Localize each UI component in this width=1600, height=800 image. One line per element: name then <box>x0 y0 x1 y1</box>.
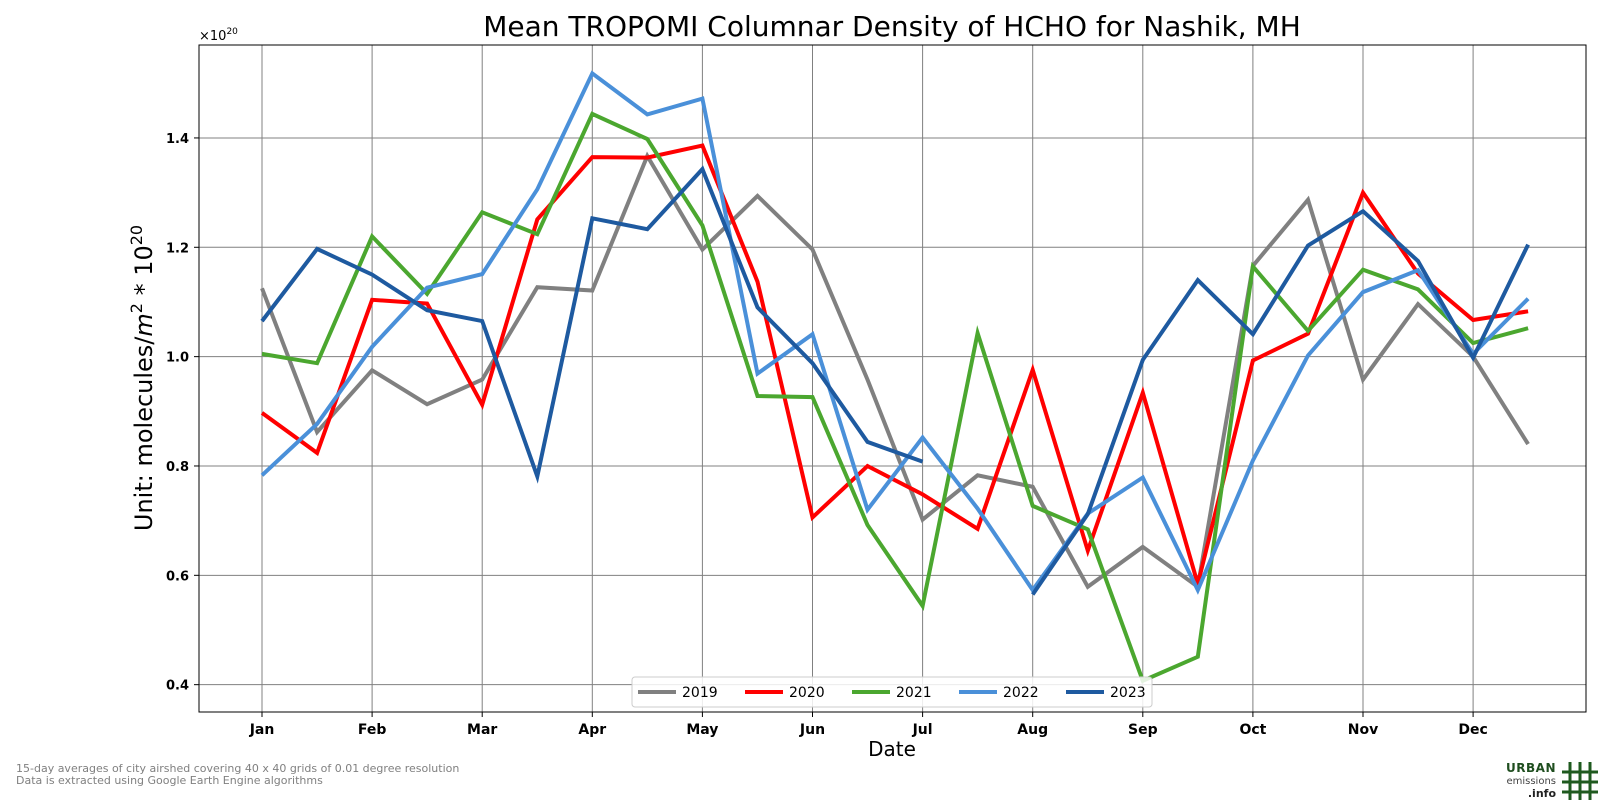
x-tick-label: Dec <box>1458 722 1487 738</box>
x-tick-label: May <box>686 722 718 738</box>
legend-label-2019: 2019 <box>682 685 718 701</box>
y-tick-label: 0.4 <box>166 679 189 694</box>
x-tick-label: Nov <box>1348 722 1378 738</box>
offset-text: ×1020 <box>199 27 238 44</box>
legend-label-2021: 2021 <box>896 685 932 701</box>
y-tick-label: 0.6 <box>166 569 189 584</box>
x-tick-label: Oct <box>1239 722 1266 738</box>
grid <box>199 45 1586 712</box>
x-tick-label: Jan <box>249 722 275 738</box>
x-tick-label: Apr <box>578 722 606 738</box>
series-line-2022 <box>260 70 1530 595</box>
y-tick-label: 1.0 <box>166 351 189 366</box>
legend-label-2020: 2020 <box>789 685 825 701</box>
y-tick-label: 1.2 <box>166 241 189 256</box>
urban-emissions-logo: URBAN emissions .info <box>1498 758 1598 800</box>
x-axis-label: Date <box>868 737 916 761</box>
grid-logo-icon <box>1562 762 1598 800</box>
footnote-line-1: 15-day averages of city airshed covering… <box>16 762 460 775</box>
series-line-2019 <box>260 151 1530 591</box>
x-tick-label: Mar <box>467 722 497 738</box>
y-tick-label: 1.4 <box>166 132 189 147</box>
plot-frame <box>198 44 1587 713</box>
x-ticks: Jan Feb Mar Apr May Jun Jul Aug Sep Oct Nov Dec <box>249 712 1488 738</box>
legend: 2019 2020 2021 2022 2023 <box>631 676 1153 708</box>
x-tick-label: Sep <box>1128 722 1158 738</box>
logo-text-emissions: emissions <box>1506 776 1556 787</box>
logo-text-urban: URBAN <box>1506 761 1556 775</box>
series-line-2023 <box>1031 208 1530 596</box>
footnote-line-2: Data is extracted using Google Earth Eng… <box>16 774 323 787</box>
legend-label-2022: 2022 <box>1003 685 1039 701</box>
chart-title: Mean TROPOMI Columnar Density of HCHO fo… <box>483 10 1301 43</box>
y-axis-label: Unit: molecules/m2 * 1020 <box>127 225 158 531</box>
x-tick-label: Jul <box>912 722 933 738</box>
logo-text-info: .info <box>1527 787 1556 800</box>
y-tick-label: 0.8 <box>166 460 189 475</box>
series-line-2021 <box>261 111 1529 684</box>
series-lines <box>260 70 1530 684</box>
x-tick-label: Aug <box>1017 722 1048 738</box>
x-tick-label: Jun <box>799 722 825 738</box>
y-ticks: 0.4 0.6 0.8 1.0 1.2 1.4 <box>166 132 199 694</box>
x-tick-label: Feb <box>358 722 387 738</box>
series-line-2023 <box>260 165 924 484</box>
legend-box <box>631 676 1153 708</box>
series-line-2020 <box>260 143 1529 592</box>
legend-label-2023: 2023 <box>1110 685 1146 701</box>
